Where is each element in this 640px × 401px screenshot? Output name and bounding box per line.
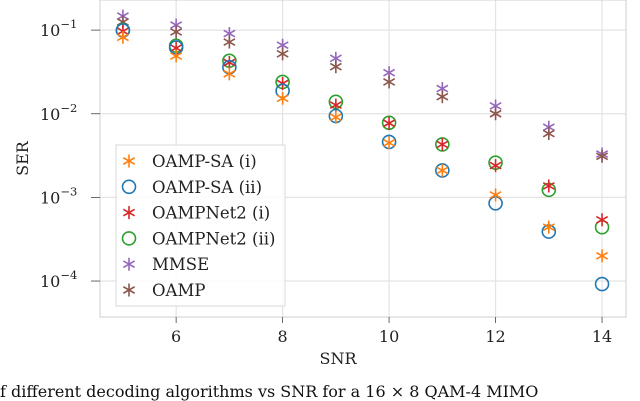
y-tick-label: 10−1 [40,17,77,40]
legend-item: OAMPNet2 (i) [122,204,270,223]
axis-ticks: 6 8 10 12 14 10−1 10−2 10−3 10−4 [40,17,612,346]
legend-label: OAMP [152,281,205,300]
data-point [383,116,396,130]
x-axis-label: SNR [319,349,357,368]
legend-item: MMSE [122,255,209,274]
data-point [542,179,555,193]
data-point [276,47,289,61]
legend-marker-icon [121,231,137,246]
y-axis-label: SER [13,140,32,176]
data-point [116,30,129,44]
series-oamp [116,15,609,163]
legend-box [115,144,286,307]
series-oampnet2-i [116,24,609,227]
legend-item: OAMPNet2 (ii) [121,229,275,248]
data-point [596,249,609,263]
x-tick-label: 12 [485,327,505,346]
y-tick-label: 10−3 [40,184,77,207]
data-point [329,110,342,124]
data-point [489,107,502,121]
data-point [223,35,236,49]
data-point [594,276,610,292]
figure-caption: f different decoding algorithms vs SNR f… [0,382,539,401]
axes-frame [99,0,627,318]
x-tick-label: 14 [592,327,612,346]
data-point [223,67,236,81]
legend-marker-icon [122,154,136,168]
x-tick-label: 6 [171,327,181,346]
legend-label: MMSE [152,255,209,274]
data-point [436,90,449,104]
y-tick-label: 10−4 [40,268,77,291]
legend-marker-icon [122,257,136,271]
legend-label: OAMPNet2 (ii) [152,229,275,248]
data-point [223,55,236,69]
data-point [489,188,502,202]
x-tick-label: 8 [278,327,288,346]
data-point [542,220,555,234]
legend-marker-icon [121,179,137,195]
data-point [596,149,609,163]
data-point [383,75,396,89]
data-point [170,25,183,39]
legend-label: OAMP-SA (ii) [152,178,262,197]
x-tick-label: 10 [379,327,399,346]
series-mmse [116,9,609,161]
data-point [489,159,502,173]
legend-item: OAMP [122,281,205,300]
data-point [276,91,289,105]
data-point [436,137,449,151]
data-points [115,9,610,292]
legend-marker-icon [122,206,136,220]
data-point [542,127,555,141]
legend: OAMP-SA (i) OAMP-SA (ii) OAMPNet2 (i) OAMPN… [115,144,286,307]
legend-item: OAMP-SA (ii) [121,178,262,197]
y-tick-label: 10−2 [40,101,77,124]
data-point [329,60,342,74]
data-point [170,49,183,63]
data-point [383,136,396,150]
legend-label: OAMP-SA (i) [152,152,257,171]
data-point [436,163,449,177]
legend-item: OAMP-SA (i) [122,152,257,171]
legend-label: OAMPNet2 (i) [152,204,270,223]
data-point [596,213,609,227]
series-oamp-sa-i [116,30,609,263]
legend-marker-icon [122,283,136,297]
